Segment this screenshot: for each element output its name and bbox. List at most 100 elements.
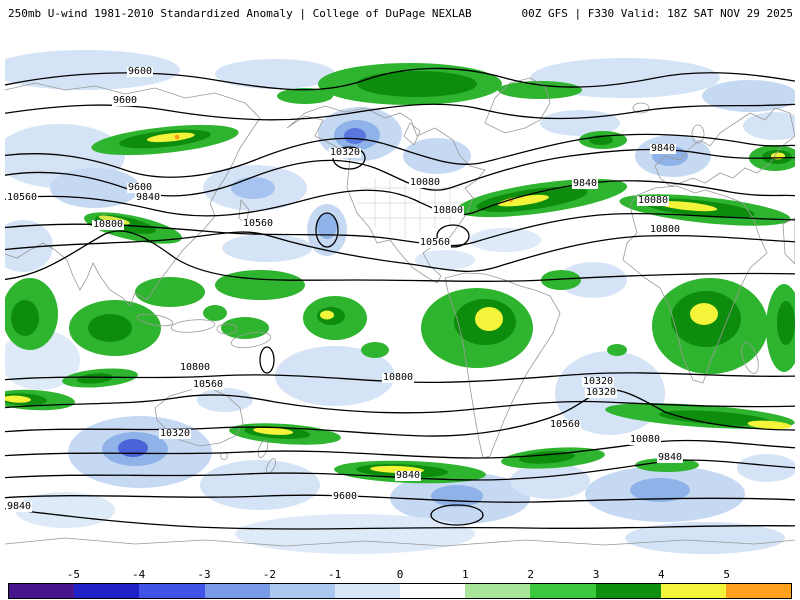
negative-anomaly-blob: [743, 112, 795, 140]
colorbar-segment: [400, 584, 466, 598]
coastline-antarctica: [5, 537, 795, 547]
negative-anomaly-blob: [555, 351, 665, 435]
coastline-greenland: [484, 77, 551, 134]
negative-anomaly-blob: [625, 522, 785, 554]
us-state-borders: [357, 178, 463, 238]
extreme-positive-core: [690, 303, 718, 325]
positive-anomaly-blob: [135, 277, 205, 307]
positive-anomaly-shading: [5, 63, 795, 484]
jet-streak-band: [605, 403, 795, 430]
positive-anomaly-core: [659, 410, 771, 426]
colorbar-tick-label: -4: [132, 568, 146, 581]
colorbar-segment: [660, 584, 726, 598]
closed-height-contour: [315, 212, 339, 248]
colorbar-tick-label: -5: [66, 568, 80, 581]
map-area: 9600 9600 10320 9840 9600 9840 10560 10800 10560…: [5, 28, 795, 556]
coastline-asia: [5, 82, 261, 307]
coastlines: [5, 77, 795, 547]
negative-anomaly-blob: [403, 138, 471, 174]
negative-anomaly-core: [630, 478, 690, 502]
jet-streak-band: [62, 368, 138, 388]
coastline-hudson-bay: [403, 122, 421, 146]
state-border-lines: [357, 178, 463, 238]
jet-streak-band: [229, 423, 341, 445]
height-contour: [5, 507, 795, 530]
positive-anomaly-core: [11, 300, 39, 336]
colorbar-tick-label: 3: [592, 568, 600, 581]
height-contour: [5, 394, 795, 414]
colorbar-tick-label: 5: [723, 568, 730, 581]
positive-anomaly-core: [88, 314, 132, 342]
positive-anomaly-core: [519, 451, 575, 464]
extreme-positive-core: [320, 310, 334, 320]
extreme-positive-core: [253, 427, 294, 435]
height-contour: [5, 133, 795, 178]
colorbar-segment: [9, 584, 75, 598]
negative-anomaly-blob: [215, 59, 335, 89]
jet-streak-band: [91, 124, 239, 156]
positive-anomaly-blob: [215, 270, 305, 300]
colorbar-segment: [530, 584, 596, 598]
negative-anomaly-blob: [275, 346, 395, 406]
negative-anomaly-blob: [5, 220, 53, 272]
height-contour: [5, 494, 795, 503]
closed-height-contour: [332, 146, 366, 170]
coastline-sulawesi: [216, 323, 238, 335]
extreme-positive-core: [747, 420, 792, 430]
colorbar-tick-label: -3: [197, 568, 211, 581]
colorbar-tick-label: 0: [396, 568, 404, 581]
positive-anomaly-core: [777, 301, 795, 345]
negative-anomaly-blob: [15, 492, 115, 528]
extreme-positive-core: [475, 307, 503, 331]
extreme-positive-core: [5, 395, 32, 403]
coastline-new-zealand-north: [257, 440, 269, 458]
jet-streak-band: [501, 447, 605, 469]
negative-anomaly-blob: [737, 454, 795, 482]
colorbar-tick-label: -2: [262, 568, 276, 581]
colorbar-ticks: -5 -4 -3 -2 -1 0 1 2 3 4 5: [8, 568, 792, 581]
model-run-info: 00Z GFS | F330 Valid: 18Z SAT NOV 29 202…: [521, 7, 793, 20]
colorbar-segment: [204, 584, 270, 598]
colorbar-tick-label: -1: [328, 568, 342, 581]
colorbar-segment: [269, 584, 335, 598]
coastline-sumatra: [136, 313, 174, 327]
negative-anomaly-shading: [5, 50, 795, 554]
negative-anomaly-blob: [510, 463, 590, 499]
negative-anomaly-blob: [235, 514, 475, 554]
colorbar-segment: [334, 584, 401, 598]
closed-height-contour: [259, 346, 275, 374]
negative-anomaly-blob: [559, 262, 627, 298]
coastline-europe: [654, 107, 795, 187]
positive-anomaly-blob: [203, 305, 227, 321]
positive-anomaly-blob: [607, 344, 627, 356]
negative-anomaly-core: [231, 177, 275, 199]
negative-anomaly-blob: [702, 80, 795, 112]
positive-anomaly-blob: [277, 88, 333, 104]
coastline-iceland: [632, 102, 650, 114]
negative-anomaly-core: [344, 128, 366, 144]
height-contour: [5, 231, 795, 272]
positive-anomaly-core: [357, 71, 477, 97]
colorbar-tick-label: 1: [462, 568, 469, 581]
coastline-south-america: [444, 272, 561, 459]
colorbar-tick-label: 4: [658, 568, 665, 581]
positive-anomaly-core: [77, 373, 113, 384]
map-title: 250mb U-wind 1981-2010 Standardized Anom…: [8, 7, 472, 20]
extreme-positive-speck: [174, 134, 180, 140]
height-contour: [5, 439, 795, 459]
coastline-madagascar: [741, 342, 759, 374]
coastline-new-guinea: [230, 331, 272, 349]
positive-anomaly-blob: [221, 317, 269, 339]
positive-anomaly-blob: [361, 342, 389, 358]
colorbar-segment: [725, 584, 792, 598]
colorbar-segment: [595, 584, 661, 598]
negative-anomaly-blob: [197, 388, 253, 412]
negative-anomaly-blob: [50, 168, 140, 208]
negative-anomaly-core: [431, 485, 483, 507]
title-bar: 250mb U-wind 1981-2010 Standardized Anom…: [8, 7, 793, 20]
extreme-positive-core: [497, 194, 549, 207]
positive-anomaly-blob: [541, 270, 581, 290]
colorbar-segment: [74, 584, 140, 598]
closed-height-contour: [430, 504, 484, 526]
negative-anomaly-blob: [415, 250, 475, 270]
